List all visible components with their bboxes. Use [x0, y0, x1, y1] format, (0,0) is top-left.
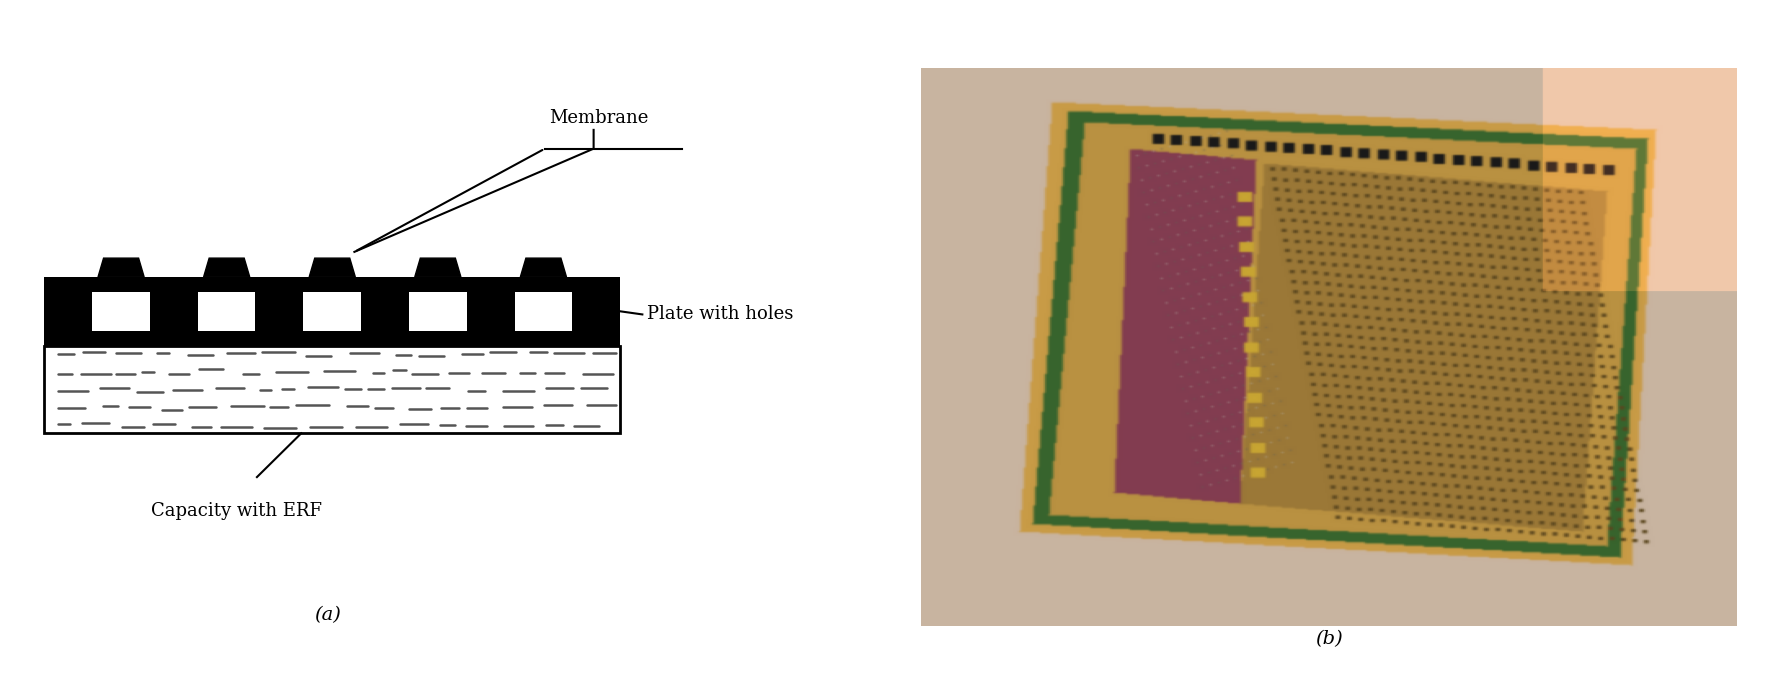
Polygon shape — [204, 258, 250, 277]
Bar — [92, 292, 151, 330]
Bar — [409, 292, 466, 330]
Polygon shape — [97, 258, 144, 277]
Bar — [44, 345, 620, 433]
Text: Plate with holes: Plate with holes — [647, 305, 794, 324]
Bar — [198, 292, 255, 330]
Text: Capacity with ERF: Capacity with ERF — [151, 502, 323, 520]
Polygon shape — [310, 258, 354, 277]
Bar — [514, 292, 572, 330]
Text: (b): (b) — [1315, 630, 1343, 648]
Polygon shape — [521, 258, 567, 277]
Text: Membrane: Membrane — [549, 109, 649, 126]
Bar — [44, 277, 620, 345]
Polygon shape — [415, 258, 461, 277]
Bar — [303, 292, 361, 330]
Text: (a): (a) — [314, 606, 342, 624]
